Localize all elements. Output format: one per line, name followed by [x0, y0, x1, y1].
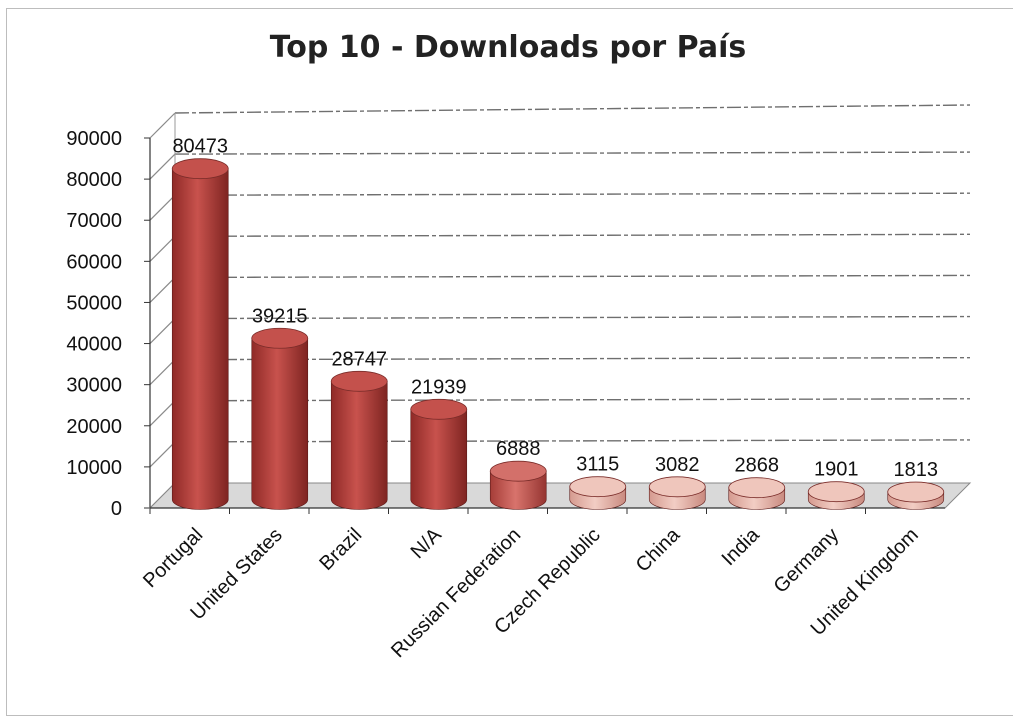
gridline	[174, 104, 971, 114]
gridline-side	[149, 359, 176, 386]
bar-top	[171, 158, 229, 180]
bar	[171, 158, 229, 510]
y-tick-label: 70000	[66, 210, 122, 232]
bar-top	[887, 481, 945, 503]
bar-body	[330, 381, 388, 510]
gridline	[174, 274, 971, 279]
y-tick-label: 50000	[66, 292, 122, 314]
y-tick-label: 40000	[66, 334, 122, 356]
gridline-side	[149, 153, 176, 180]
gridline-side	[149, 112, 176, 139]
data-label: 21939	[411, 376, 467, 398]
bars	[171, 158, 945, 510]
data-label: 1901	[814, 459, 859, 481]
y-tick-label: 10000	[66, 457, 122, 479]
category-label: Portugal	[139, 524, 207, 592]
y-tick-label: 20000	[66, 416, 122, 438]
bar-top	[807, 481, 865, 503]
bar-body	[251, 337, 309, 510]
y-tick-label: 0	[111, 498, 122, 520]
bar-top	[410, 398, 468, 420]
gridline	[174, 315, 971, 320]
category-label: Russian Federation	[387, 524, 525, 662]
chart-title: Top 10 - Downloads por País	[269, 30, 747, 65]
bar	[728, 477, 786, 510]
y-tick-label: 30000	[66, 375, 122, 397]
gridline	[174, 151, 971, 155]
bar-body	[171, 168, 229, 510]
bar-top	[648, 476, 706, 498]
bar	[887, 481, 945, 510]
data-label: 28747	[331, 348, 387, 370]
gridline-side	[149, 318, 176, 344]
y-tick-label: 60000	[66, 251, 122, 273]
category-label: China	[632, 523, 685, 576]
gridline-side	[149, 194, 176, 221]
data-label: 2868	[735, 455, 780, 477]
data-label: 1813	[894, 459, 939, 481]
y-tick-label: 90000	[66, 128, 122, 150]
bar-top	[489, 460, 547, 482]
category-label: India	[718, 523, 765, 570]
category-label: Brazil	[315, 524, 366, 575]
data-label: 3115	[576, 454, 619, 476]
y-tick-label: 80000	[66, 169, 122, 191]
bar-top	[728, 477, 786, 499]
data-label: 6888	[496, 438, 541, 460]
category-label: N/A	[407, 524, 447, 564]
gridline	[174, 233, 971, 238]
bar	[410, 398, 468, 510]
bar-top	[569, 476, 627, 498]
gridline-side	[149, 400, 176, 427]
gridline-side	[149, 441, 176, 468]
gridline	[174, 192, 971, 196]
data-label: 3082	[655, 454, 700, 476]
bar	[330, 370, 388, 510]
gridline-side	[149, 277, 176, 303]
gridline-side	[149, 235, 176, 262]
data-label: 80473	[172, 136, 228, 158]
data-label: 39215	[252, 305, 308, 327]
bar-top	[330, 370, 388, 392]
bar-top	[251, 327, 309, 349]
bar	[807, 481, 865, 510]
bar	[489, 460, 547, 510]
bar-body	[489, 470, 547, 510]
bar	[648, 476, 706, 510]
category-label: Germany	[770, 524, 844, 598]
bar	[251, 327, 309, 510]
bar-body	[410, 409, 468, 510]
bar	[569, 476, 627, 510]
